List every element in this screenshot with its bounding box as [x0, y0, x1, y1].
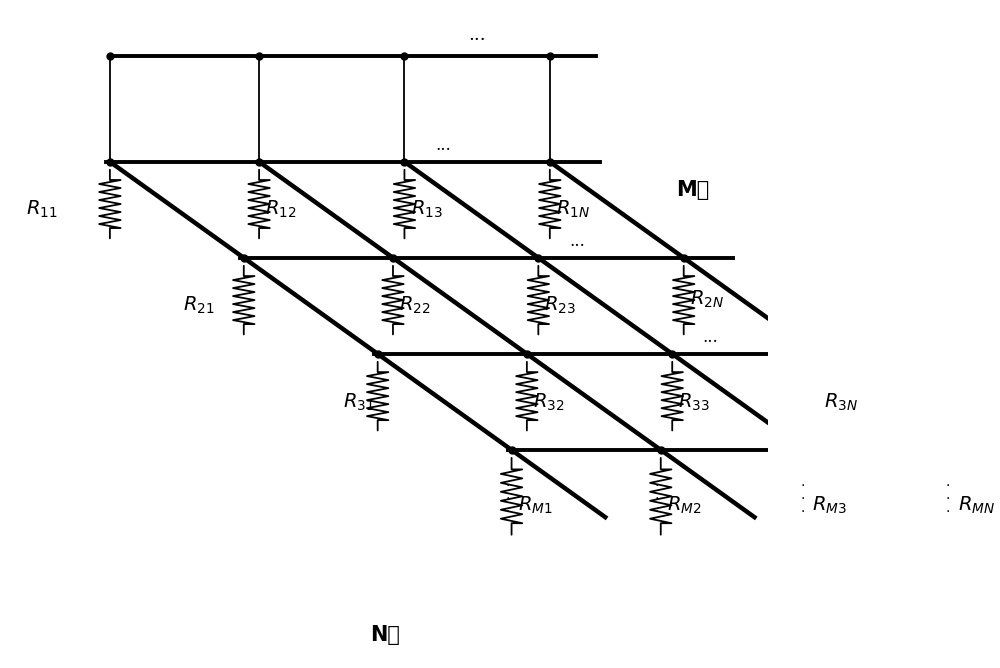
Text: $R_{21}$: $R_{21}$ — [183, 295, 214, 317]
Text: $R_{22}$: $R_{22}$ — [399, 295, 431, 317]
Text: M行: M行 — [676, 180, 709, 200]
Text: $R_{31}$: $R_{31}$ — [343, 391, 375, 413]
Text: ·: · — [800, 492, 804, 506]
Text: $R_{3N}$: $R_{3N}$ — [824, 391, 858, 413]
Text: $R_{M2}$: $R_{M2}$ — [667, 495, 701, 516]
Text: ·: · — [655, 492, 659, 506]
Text: $R_{33}$: $R_{33}$ — [678, 391, 710, 413]
Text: $R_{1N}$: $R_{1N}$ — [556, 199, 590, 220]
Text: ...: ... — [468, 26, 486, 44]
Text: $R_{32}$: $R_{32}$ — [533, 391, 564, 413]
Text: ·: · — [945, 492, 950, 506]
Text: ...: ... — [569, 233, 585, 250]
Text: ·: · — [945, 479, 950, 493]
Text: ·: · — [506, 505, 510, 519]
Text: $R_{MN}$: $R_{MN}$ — [958, 495, 995, 516]
Text: $R_{M3}$: $R_{M3}$ — [812, 495, 847, 516]
Text: $R_{2N}$: $R_{2N}$ — [690, 289, 724, 310]
Text: $R_{M1}$: $R_{M1}$ — [518, 495, 552, 516]
Text: ·: · — [945, 505, 950, 519]
Text: $R_{23}$: $R_{23}$ — [544, 295, 576, 317]
Text: ·: · — [800, 505, 804, 519]
Text: ...: ... — [703, 329, 719, 346]
Text: ·: · — [655, 479, 659, 493]
Text: ·: · — [655, 505, 659, 519]
Text: ·: · — [506, 492, 510, 506]
Text: ·: · — [800, 479, 804, 493]
Text: ·: · — [506, 479, 510, 493]
Text: N列: N列 — [370, 625, 400, 645]
Text: ...: ... — [435, 137, 451, 154]
Text: $R_{11}$: $R_{11}$ — [26, 199, 57, 220]
Text: $R_{13}$: $R_{13}$ — [411, 199, 442, 220]
Text: $R_{12}$: $R_{12}$ — [265, 199, 297, 220]
